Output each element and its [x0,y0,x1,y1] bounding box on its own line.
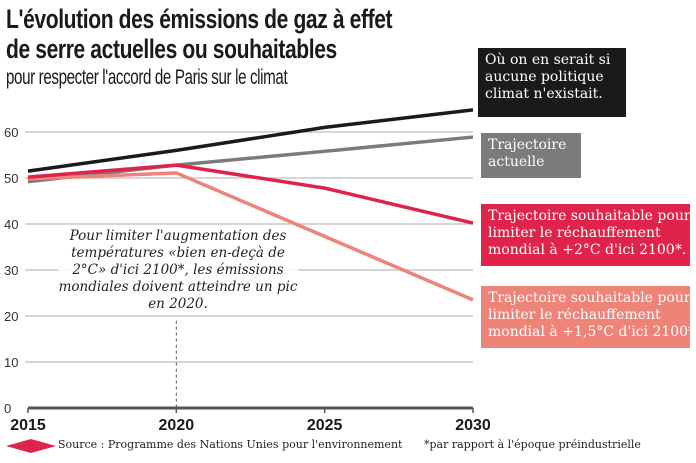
y-tick-label: 40 [4,217,18,232]
x-tick-label: 2015 [10,417,46,434]
legend-line: Trajectoire souhaitable pour [488,208,691,224]
legend-line: Trajectoire [488,137,567,153]
y-tick-label: 0 [4,401,11,416]
legend-line: Où on en serait si [485,52,611,68]
y-tick-label: 30 [4,263,18,278]
x-tick-label: 2025 [307,417,343,434]
series-line-3 [27,171,474,302]
y-tick-label: 60 [4,125,18,140]
annotation-text: Pour limiter l'augmentation des températ… [58,228,298,313]
series-line-0 [27,108,474,173]
legend-line: limiter le réchauffement [488,307,661,323]
legend-line: Trajectoire souhaitable pour [488,290,691,306]
legend-line: limiter le réchauffement [488,225,661,241]
series-line-2 [27,163,474,225]
legend-label-no-policy: Où on en serait si aucune politique clim… [478,48,626,117]
chart-title-line2: de serre actuelles ou souhaitables [6,34,337,64]
y-tick-label: 10 [4,355,18,370]
y-tick-label: 20 [4,309,18,324]
x-tick-label: 2030 [455,417,491,434]
legend-label-1-5c: Trajectoire souhaitable pour limiter le … [481,286,696,348]
x-tick-label: 2020 [159,417,195,434]
source-text: Source : Programme des Nations Unies pou… [58,438,403,451]
legend-line: aucune politique [485,69,604,85]
legend-line: mondial à +2°C d'ici 2100*. [488,242,687,258]
legend-label-2c: Trajectoire souhaitable pour limiter le … [481,204,691,266]
chart-subtitle: pour respecter l'accord de Paris sur le … [6,66,288,89]
series-line-1 [27,135,474,184]
legend-line: mondial à +1,5°C d'ici 2100*. [488,324,696,340]
y-tick-label: 50 [4,171,18,186]
chart-title-line1: L'évolution des émissions de gaz à effet [6,4,393,34]
legend-line: actuelle [488,154,545,170]
red-diamond-icon [6,439,56,453]
legend-label-current: Trajectoire actuelle [481,133,581,178]
legend-line: climat n'existait. [485,86,603,102]
footnote-text: *par rapport à l'époque préindustrielle [424,438,641,451]
